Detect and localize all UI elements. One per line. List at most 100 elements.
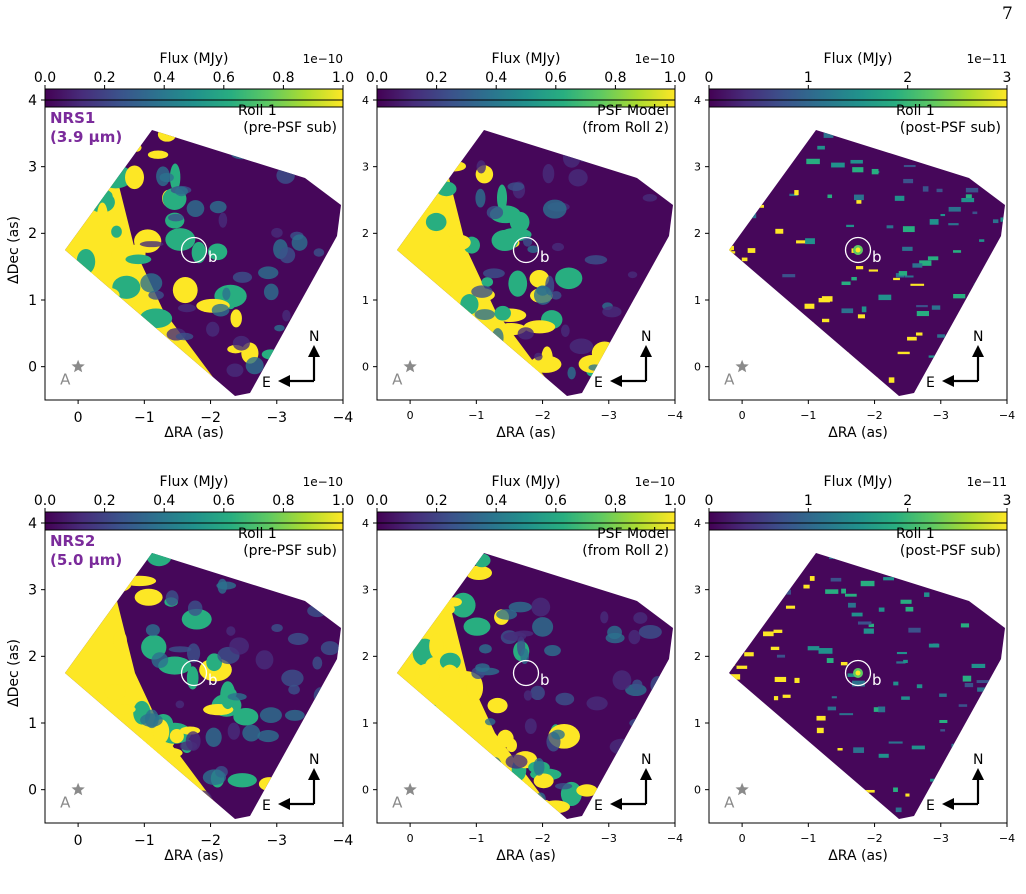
speckle — [95, 287, 120, 303]
noise-speck — [803, 322, 814, 326]
speckle — [227, 722, 240, 740]
noise-speck — [794, 190, 799, 196]
noise-speck — [729, 140, 744, 146]
colorbar-offset: 1e−10 — [303, 52, 343, 66]
noise-speck — [978, 156, 991, 161]
axes-frame — [44, 99, 344, 401]
noise-speck — [741, 812, 749, 816]
x-tick-label: −2 — [866, 832, 882, 845]
noise-speck — [857, 314, 865, 319]
detector-label: (3.9 μm) — [50, 128, 122, 146]
x-tick-label: −1 — [468, 409, 484, 422]
speckle — [496, 609, 518, 620]
noise-speck — [872, 537, 877, 539]
noise-speck — [761, 586, 772, 589]
noise-speck — [747, 248, 756, 253]
speckle — [507, 182, 525, 191]
axes-frame — [376, 99, 676, 401]
x-tick-label: −1 — [134, 410, 155, 426]
colorbar — [708, 88, 1008, 108]
speckle — [633, 727, 651, 738]
speckle — [280, 781, 299, 799]
speckle — [476, 160, 486, 174]
east-arrow-icon — [942, 798, 954, 810]
speckle — [157, 130, 177, 142]
colorbar-tick-label: 1.0 — [332, 493, 354, 509]
noise-speck — [996, 377, 1003, 383]
x-tick-label: −3 — [933, 409, 949, 422]
noise-speck — [837, 814, 847, 817]
speckle — [158, 747, 183, 758]
noise-speck — [896, 661, 906, 664]
noise-speck — [781, 348, 788, 355]
y-tick-label: 4 — [362, 94, 369, 107]
noise-speck — [939, 719, 948, 724]
speckle — [567, 366, 576, 380]
noise-speck — [841, 588, 846, 594]
speckle — [632, 679, 643, 690]
x-tick-label: −2 — [200, 833, 221, 849]
noise-speck — [1006, 788, 1014, 791]
speckle — [439, 652, 461, 671]
noise-speck — [818, 648, 833, 654]
speckle — [496, 184, 508, 212]
noise-speck — [900, 599, 912, 604]
speckle — [313, 583, 331, 599]
noise-speck — [965, 194, 972, 200]
noise-speck — [776, 654, 786, 658]
speckle — [420, 755, 446, 777]
noise-speck — [810, 110, 817, 113]
y-tick-label: 2 — [28, 226, 37, 242]
speckle — [226, 626, 236, 636]
colorbar-tick-label: 0.2 — [93, 493, 115, 509]
speckle — [242, 724, 261, 742]
colorbar-tick-label: 0.0 — [34, 493, 56, 509]
compass-north-label: N — [309, 752, 319, 768]
north-arrow-icon — [640, 345, 652, 357]
noise-speck — [958, 704, 968, 707]
panel-annotation: Roll 1 — [896, 526, 935, 542]
noise-speck — [806, 158, 820, 165]
x-tick-label: −4 — [999, 832, 1015, 845]
speckle — [542, 199, 567, 219]
x-tick-label: −3 — [266, 410, 287, 426]
noise-speck — [851, 612, 863, 617]
noise-speck — [901, 696, 910, 700]
noise-speck — [827, 194, 833, 199]
noise-speck — [799, 377, 813, 382]
speckle — [168, 646, 192, 653]
speckle — [482, 354, 491, 366]
speckle — [169, 163, 181, 192]
east-arrow-icon — [610, 798, 622, 810]
y-tick-label: 4 — [694, 517, 701, 530]
north-arrow-icon — [972, 345, 984, 357]
speckle — [569, 338, 594, 355]
noise-speck — [893, 277, 900, 281]
noise-speck — [719, 635, 727, 638]
speckle — [142, 783, 161, 802]
noise-speck — [744, 724, 757, 730]
noise-speck — [971, 663, 986, 669]
noise-speck — [962, 675, 972, 682]
x-tick-label: −3 — [601, 832, 617, 845]
noise-speck — [714, 660, 727, 663]
noise-speck — [888, 377, 895, 383]
star-icon — [71, 359, 85, 373]
x-axis-label: ΔRA (as) — [828, 425, 888, 441]
colorbar-label: Flux (MJy) — [160, 474, 229, 490]
speckle — [307, 342, 329, 360]
noise-speck — [857, 621, 872, 625]
speckle — [432, 784, 453, 796]
y-tick-label: 2 — [362, 650, 369, 663]
noise-speck — [835, 352, 849, 355]
colorbar-tick-label: 0.2 — [425, 70, 447, 86]
speckle — [436, 181, 457, 197]
noise-speck — [806, 812, 819, 816]
colorbar-tick-label: 1.0 — [664, 70, 686, 86]
speckle — [488, 757, 502, 775]
speckle — [520, 795, 540, 815]
x-tick-label: −1 — [800, 409, 816, 422]
speckle — [552, 242, 565, 252]
star-label: A — [392, 371, 403, 389]
